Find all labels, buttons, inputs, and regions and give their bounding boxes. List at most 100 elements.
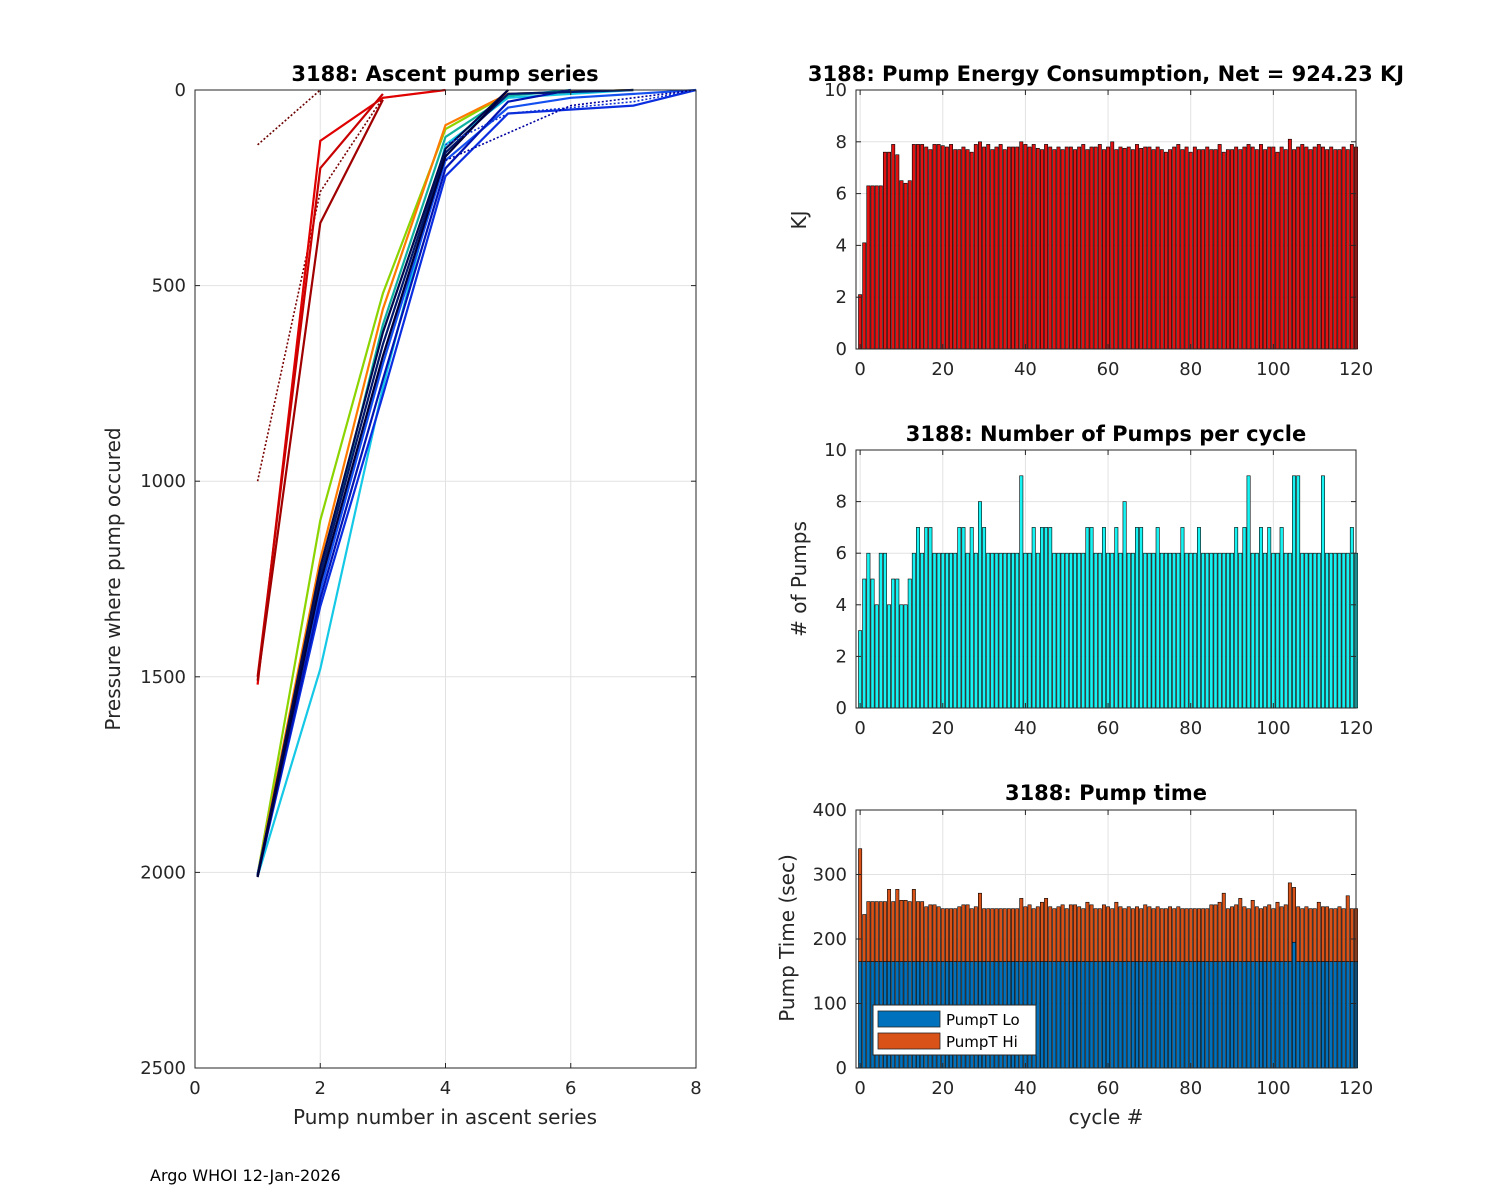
- pumptime-bar-lo: [1035, 961, 1040, 1069]
- pumptime-bar-lo: [1246, 961, 1251, 1069]
- pumps-bar: [1341, 552, 1346, 709]
- pumps-bar: [1122, 501, 1127, 709]
- energy-bar: [1296, 146, 1301, 350]
- pumptime-bar-lo: [1101, 961, 1106, 1069]
- pumps-bar: [1130, 552, 1135, 709]
- pumptime-bar-lo: [1139, 961, 1144, 1069]
- pumps-bar: [1023, 552, 1028, 709]
- pumps-bar: [887, 604, 892, 709]
- pumps-bar: [878, 552, 883, 709]
- pumptime-bar-lo: [1044, 961, 1049, 1069]
- pumptime-bar-hi: [1213, 904, 1218, 962]
- legend-label-lo: PumpT Lo: [946, 1011, 1020, 1029]
- energy-bar: [1312, 146, 1317, 350]
- pumps-x-tick-label: 80: [1179, 718, 1202, 739]
- energy-bar: [990, 149, 995, 350]
- ascent-x-tick-label: 0: [189, 1078, 200, 1099]
- pumptime-bar-hi: [978, 892, 982, 962]
- pumptime-bar-lo: [1130, 961, 1135, 1069]
- energy-bar: [1163, 151, 1168, 350]
- pumptime-bar-hi: [1267, 904, 1272, 962]
- pumps-bar: [1345, 552, 1350, 709]
- energy-bar: [1027, 146, 1032, 350]
- pumps-bar: [1015, 552, 1020, 709]
- legend-swatch-lo: [877, 1010, 941, 1028]
- pumps-x-tick-label: 120: [1339, 718, 1373, 739]
- energy-bar: [1118, 146, 1123, 350]
- energy-bar: [1002, 149, 1007, 350]
- energy-bar: [953, 149, 958, 350]
- pumptime-bar-hi: [1027, 904, 1032, 962]
- pumps-bar: [1213, 552, 1218, 709]
- pumps-bar: [1271, 552, 1276, 709]
- pumptime-bar-lo: [1213, 961, 1218, 1069]
- pumps-bar: [1027, 552, 1032, 709]
- ascent-x-tick-label: 8: [690, 1078, 701, 1099]
- pumptime-bar-lo: [1341, 961, 1346, 1069]
- energy-bar: [1130, 149, 1135, 350]
- pumps-bar: [1040, 527, 1044, 709]
- energy-bar: [907, 180, 912, 350]
- pumptime-bar-lo: [1287, 961, 1292, 1069]
- pumptime-bar-hi: [990, 908, 995, 962]
- pumptime-bar-lo: [1089, 961, 1094, 1069]
- pumps-bar: [1263, 552, 1268, 709]
- pumptime-bar-hi: [969, 908, 974, 962]
- energy-bar: [1139, 147, 1144, 350]
- pumptime-bar-lo: [1300, 961, 1305, 1069]
- pumptime-bar-lo: [1135, 961, 1139, 1069]
- energy-bar: [978, 141, 982, 350]
- pumps-bar: [1077, 552, 1082, 709]
- ascent-x-tick-label: 6: [565, 1078, 576, 1099]
- ascent-x-axis-label: Pump number in ascent series: [293, 1105, 597, 1129]
- pumps-bar: [1172, 552, 1177, 709]
- pumps-bar: [944, 552, 949, 709]
- ascent-chart-title: 3188: Ascent pump series: [291, 62, 598, 86]
- energy-bar: [1271, 146, 1276, 350]
- pumptime-bar-hi: [1002, 908, 1007, 962]
- pumptime-bar-lo: [1168, 961, 1173, 1069]
- pumptime-bar-lo: [1320, 961, 1325, 1069]
- pumps-bar: [1097, 552, 1102, 709]
- legend-swatch-hi: [877, 1032, 941, 1050]
- pumptime-bar-lo: [1312, 961, 1317, 1069]
- pumps-bar: [1064, 552, 1069, 709]
- pumps-bar: [1093, 552, 1098, 709]
- pumps-bar: [994, 552, 999, 709]
- pumptime-bar-hi: [1287, 882, 1292, 962]
- energy-bar: [882, 151, 887, 350]
- pumptime-bar-lo: [1349, 961, 1354, 1069]
- pumps-bar: [1035, 552, 1040, 709]
- pumptime-bar-lo: [1052, 961, 1057, 1069]
- pumps-bar: [973, 552, 978, 709]
- energy-bar: [862, 242, 867, 350]
- pumps-bar: [1209, 552, 1214, 709]
- pumptime-y-tick-label: 400: [813, 800, 847, 821]
- energy-bar: [1168, 149, 1173, 350]
- energy-bar: [1267, 146, 1272, 350]
- pumptime-bar-hi: [1122, 908, 1127, 962]
- pumps-bar: [1234, 527, 1239, 709]
- energy-bar: [986, 144, 991, 350]
- pumptime-bar-hi: [1329, 908, 1334, 962]
- pumptime-bar-lo: [1308, 961, 1313, 1069]
- energy-bar: [1126, 146, 1131, 350]
- pumptime-bar-hi: [1139, 908, 1144, 962]
- pumptime-bar-hi: [1308, 908, 1313, 962]
- pumps-bar: [1052, 552, 1057, 709]
- pumptime-bar-lo: [1163, 961, 1168, 1069]
- pumps-bar: [1085, 527, 1090, 709]
- pumptime-bar-hi: [936, 906, 941, 962]
- energy-bar: [1176, 144, 1181, 350]
- pumps-y-tick-label: 2: [836, 646, 847, 667]
- pumptime-y-tick-label: 0: [836, 1058, 847, 1079]
- pumps-x-tick-label: 60: [1097, 718, 1120, 739]
- energy-bar: [994, 146, 999, 350]
- pumptime-bar-lo: [1254, 961, 1259, 1069]
- pumptime-bar-hi: [1015, 908, 1020, 962]
- energy-bar: [1006, 146, 1011, 350]
- energy-bar: [1135, 144, 1139, 350]
- pumptime-bar-lo: [1283, 961, 1288, 1069]
- pumptime-bar-lo: [1159, 961, 1164, 1069]
- pumps-bar: [1060, 552, 1065, 709]
